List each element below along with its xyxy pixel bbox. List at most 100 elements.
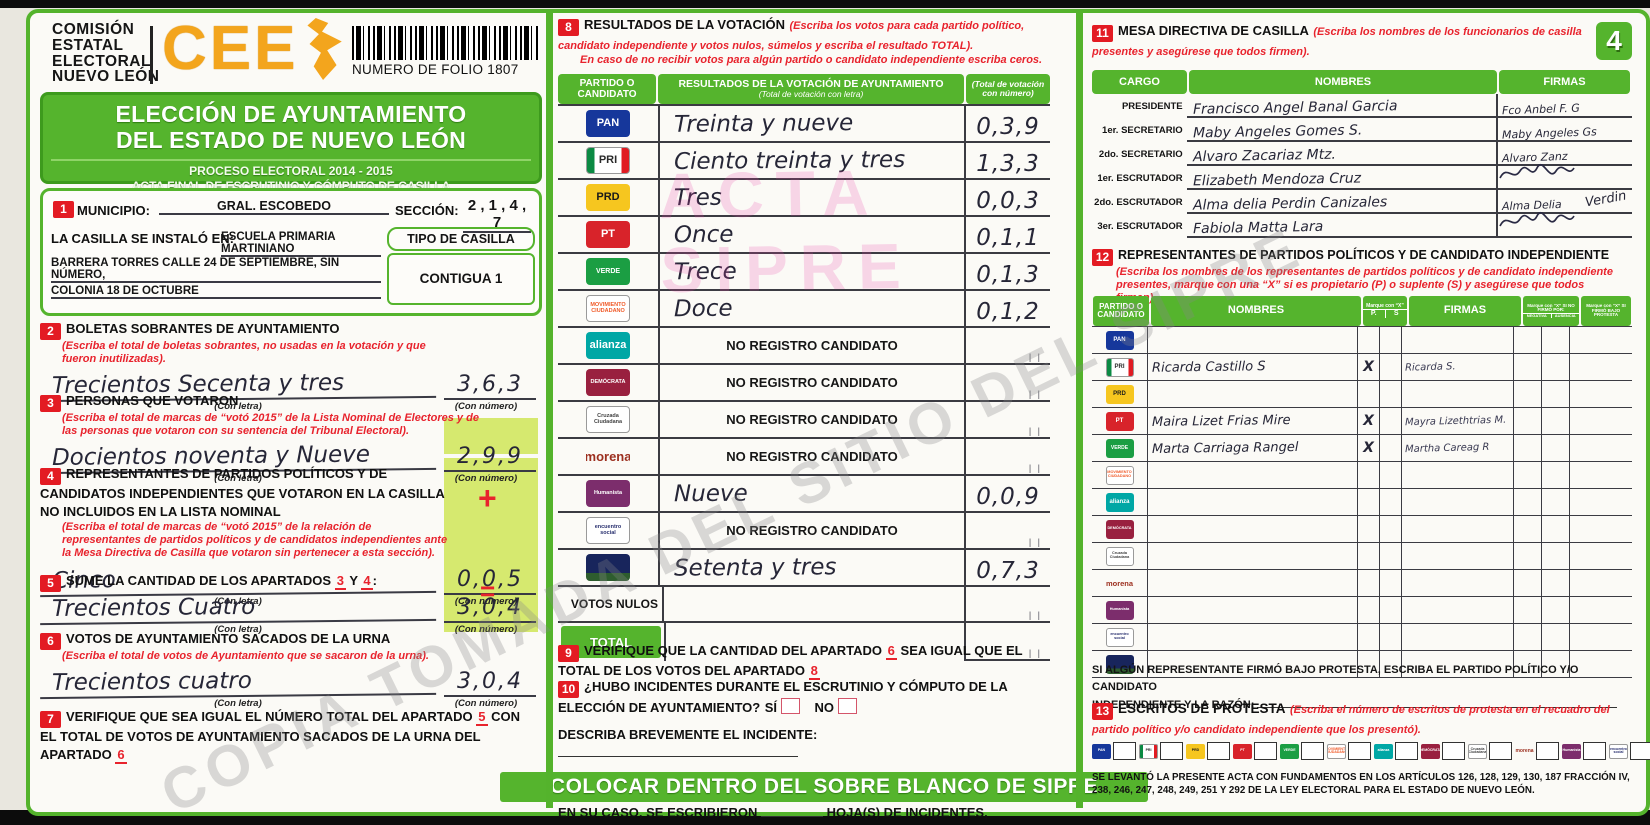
rep-propietario-cell: X <box>1358 354 1380 380</box>
apartado-6-ref: 6 <box>885 643 897 660</box>
rep-nombre-cell <box>1148 570 1358 596</box>
party-logo-independiente <box>1105 654 1134 674</box>
rep-ausencia-cell <box>1542 570 1570 596</box>
funcionario-firma: Alma Delia <box>1501 197 1562 213</box>
votos-nulos-letra-cell <box>664 587 966 621</box>
party-logo-label: PT <box>1240 748 1245 753</box>
casilla-line3: COLONIA 18 DE OCTUBRE <box>51 285 381 299</box>
folio-block: NUMERO DE FOLIO 1807 <box>352 26 540 77</box>
protesta-count-box-prd <box>1207 742 1230 760</box>
rep-ausencia-cell <box>1542 327 1570 353</box>
protesta-count-box-democrata <box>1442 742 1465 760</box>
section-6-instructions: (Escriba el total de votos de Ayuntamien… <box>62 650 429 662</box>
section-4-representantes-votaron: 4 REPRESENTANTES DE PARTIDOS POLÍTICOS Y … <box>39 465 536 607</box>
hojas-blank <box>761 804 823 817</box>
party-logo-prd: PRD <box>586 184 630 211</box>
col-marque-ps: Marque con “X” P. S <box>1363 296 1407 326</box>
votes-number-pt: 0,1,1 <box>976 225 1040 251</box>
casilla-label: LA CASILLA SE INSTALÓ EN: <box>51 231 234 246</box>
representantes-numero: 0,0,5 <box>444 567 536 595</box>
rep-propietario-cell <box>1358 462 1380 488</box>
rep-firma-cell <box>1402 381 1514 407</box>
rep-firma-cell <box>1402 327 1514 353</box>
plus-sign: + <box>478 480 497 516</box>
rep-negativa-cell <box>1514 624 1542 650</box>
rep-suplente-cell <box>1380 489 1402 515</box>
results-numero-cell <box>966 439 1050 474</box>
section-13-head: 13 ESCRITOS DE PROTESTA (Escriba el númer… <box>1092 700 1632 738</box>
results-row-independiente: Setenta y tres 0,7,3 <box>558 550 1050 587</box>
rep-propietario-cell: X <box>1358 435 1380 461</box>
funcionario-firma-cell: Alvaro Zanz <box>1495 142 1632 166</box>
protesta-count-box-encuentro <box>1630 742 1650 760</box>
party-logo-label: PAN <box>1113 337 1126 343</box>
results-numero-cell: 0,1,3 <box>966 254 1050 289</box>
party-logo-prd: PRD <box>1186 743 1205 759</box>
results-table-header: PARTIDO O CANDIDATO RESULTADOS DE LA VOTA… <box>558 74 1050 104</box>
signature-scribble <box>1498 163 1576 188</box>
rep-nombre-cell <box>1148 489 1358 515</box>
con-numero-label: (Con número) <box>454 624 518 635</box>
rep-party-cell: alianza <box>1092 489 1148 515</box>
rep-protesta-cell <box>1570 381 1620 407</box>
protesta-count-box-pri <box>1160 742 1183 760</box>
results-letra-cell: Doce <box>660 291 966 326</box>
party-logo-pan: PAN <box>1092 743 1111 759</box>
protesta-item-pt: PT <box>1233 742 1277 760</box>
col-nombres: NOMBRES <box>1189 70 1497 94</box>
column-separator-left <box>546 9 553 808</box>
section-6-votos-urna: 6 VOTOS DE AYUNTAMIENTO SACADOS DE LA URN… <box>39 630 536 709</box>
rep-negativa-cell <box>1514 543 1542 569</box>
results-party-cell: PAN <box>558 106 660 141</box>
party-logo-pt: PT <box>1233 743 1252 759</box>
votes-number-humanista: 0,0,9 <box>976 484 1040 510</box>
party-logo-label: MOVIMIENTO CIUDADANO <box>1107 470 1132 478</box>
votes-number-independiente: 0,7,3 <box>976 558 1040 584</box>
funcionario-nombre-cell: Maby Angeles Gomes S. <box>1186 118 1496 142</box>
section-7-verifique: 7 VERIFIQUE QUE SEA IGUAL EL NÚMERO TOTAL… <box>40 708 536 764</box>
col-firmas: FIRMAS <box>1409 296 1521 326</box>
rep-ausencia-cell <box>1542 381 1570 407</box>
no-registro-label: NO REGISTRO CANDIDATO <box>726 449 898 464</box>
rep-row-cruzada: Cruzada Ciudadana <box>1092 543 1632 570</box>
rep-party-cell: encuentro social <box>1092 624 1148 650</box>
section-10-badge: 10 <box>558 681 579 698</box>
party-logo-label: PRI <box>1145 748 1152 753</box>
party-logo-label: MOVIMIENTO CIUDADANO <box>590 302 626 314</box>
election-title-line2: DEL ESTADO DE NUEVO LEÓN <box>115 126 467 153</box>
suma-letra: Trecientos Cuatro <box>39 591 437 626</box>
rep-party-cell: VERDE <box>1092 435 1148 461</box>
rep-row-pan: PAN <box>1092 327 1632 354</box>
section-8-title: RESULTADOS DE LA VOTACIÓN <box>584 17 786 32</box>
rep-protesta-cell <box>1570 570 1620 596</box>
logo-divider <box>150 26 153 84</box>
section-8-instructions-2: En caso de no recibir votos para algún p… <box>580 54 1043 66</box>
rep-firma: Mayra Lizethtrias M. <box>1404 414 1507 428</box>
rep-suplente-cell <box>1380 570 1402 596</box>
party-logo-label: alianza <box>1109 499 1130 505</box>
rep-ausencia-cell <box>1542 651 1570 677</box>
rep-suplente-cell <box>1380 408 1402 434</box>
protesta-item-cruzada: Cruzada Ciudadana <box>1468 742 1512 760</box>
party-logo-morena: morena <box>586 449 630 464</box>
party-logo-label: PT <box>1115 418 1124 424</box>
section-12-badge: 12 <box>1092 249 1113 266</box>
rep-propietario-cell <box>1358 327 1380 353</box>
party-logo-label: VERDE <box>1283 748 1296 753</box>
section-11-head: 11 MESA DIRECTIVA DE CASILLA (Escriba los… <box>1092 22 1588 60</box>
votos-nulos-label: VOTOS NULOS <box>558 587 664 621</box>
section-2-instructions: (Escriba el total de boletas sobrantes, … <box>62 340 426 366</box>
apartado-4-ref: 4 <box>361 573 373 590</box>
si-option: SÍ <box>765 698 800 715</box>
rep-party-cell <box>1092 651 1148 677</box>
results-letra-cell: NO REGISTRO CANDIDATO <box>660 365 966 400</box>
rep-protesta-cell <box>1570 435 1620 461</box>
protesta-item-humanista: Humanista <box>1562 742 1606 760</box>
section-8-instructions: (Escriba los votos para cada partido pol… <box>558 20 1025 52</box>
org-line-2: ESTATAL <box>52 36 124 54</box>
boletas-sobrantes-numero: 3,6,3 <box>444 372 536 401</box>
rep-firma: Martha Careag R <box>1404 441 1490 455</box>
results-numero-cell: 0,0,3 <box>966 180 1050 215</box>
cargo-label: 1er. SECRETARIO <box>1102 124 1183 136</box>
party-logo-prd: PRD <box>1105 384 1134 404</box>
